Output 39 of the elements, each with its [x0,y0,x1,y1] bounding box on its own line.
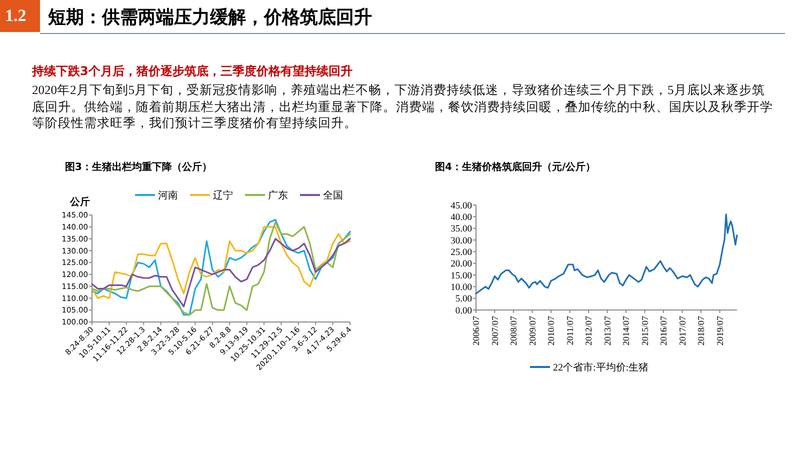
x-tick-label: 2010/07 [546,316,556,346]
text: 短期：供需两端压力缓解，价格筑底回升 [48,6,372,29]
x-tick-label: 2016/07 [658,316,669,346]
x-tick-label: 2013/07 [602,316,612,346]
y-tick-label: 25.00 [450,248,472,258]
x-tick-label: 2009/07 [527,316,538,346]
legend-label: 辽宁 [213,190,233,202]
y-tick-label: 30.00 [450,236,472,246]
x-tick-label: 2011/07 [564,316,575,346]
text: 2020年2月下旬到5月下旬，受新冠疫情影响，养殖端出栏不畅，下游消费持续低迷，导致猪价连续三个月下跌，5月底以来逐步筑底回升。供给端，随着前期压栏大猪出清，出栏均重显著下降。消费端，餐饮消费持续回暖，叠加传统的中秋、国庆以及秋季开学等阶段性需求旺季，我们预计三季度猪价有望持续回升。 [32,82,774,132]
x-tick-label: 2018/07 [696,316,706,346]
x-tick-label: 2017/07 [677,316,688,346]
text: 持续下跌3个月后，猪价逐步筑底，三季度价格有望持续回升 [32,63,352,80]
legend-label: 22个省市:平均价:生猪 [553,362,649,374]
line-series [91,238,351,308]
y-tick-label: 35.00 [450,224,472,235]
y-tick-label: 40.00 [450,212,472,223]
y-tick-label: 20.00 [450,260,472,270]
chart-title: 图4：生猪价格筑底回升（元/公斤） [435,161,596,173]
x-tick-label: 2014/07 [621,316,632,346]
x-tick-label: 2019/07 [714,316,725,346]
legend-label: 广东 [268,190,288,202]
y-tick-label: 5.00 [455,294,472,305]
x-tick-label: 2006/07 [471,316,482,346]
line-series [91,226,351,300]
y-tick-label: 15.00 [450,271,472,282]
x-tick-label: 2012/07 [584,316,594,346]
y-tick-label: 10.00 [450,282,472,293]
text: 1.2 [5,6,26,26]
y-tick-label: 45.00 [450,201,472,212]
chart-title: 图3：生猪出栏均重下降（公斤） [65,161,212,173]
x-tick-label: 2015/07 [640,316,650,346]
y-axis-title: 公斤 [69,196,90,208]
line-series [475,214,738,294]
legend-label: 全国 [323,190,343,202]
x-tick-label: 2008/07 [508,316,519,346]
y-tick-label: 0.00 [455,306,472,316]
legend-label: 河南 [158,190,178,202]
x-tick-label: 2007/07 [490,316,500,346]
